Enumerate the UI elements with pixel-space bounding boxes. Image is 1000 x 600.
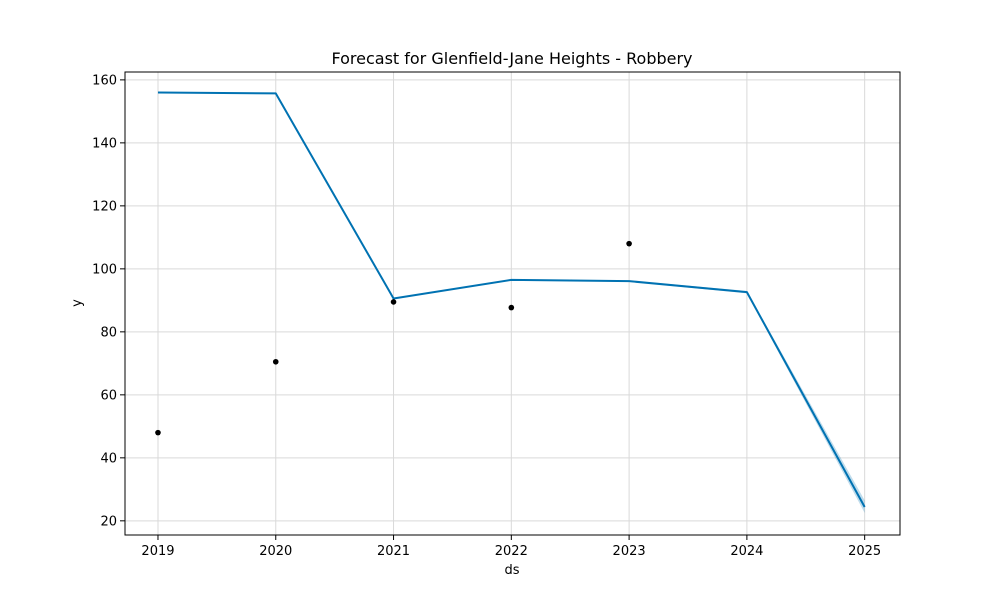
y-tick-label: 60	[100, 388, 117, 403]
x-axis: 2019 2020 2021 2022 2023 2024 2025	[141, 535, 881, 559]
y-axis-label: y	[70, 299, 85, 307]
x-tick-label: 2022	[495, 544, 528, 559]
y-tick-label: 100	[92, 262, 117, 277]
x-tick-label: 2021	[377, 544, 410, 559]
x-axis-label: ds	[504, 563, 519, 578]
y-tick-label: 120	[92, 199, 117, 214]
y-tick-label: 40	[100, 451, 117, 466]
plot-frame	[124, 71, 901, 536]
observation-point	[390, 299, 397, 305]
observation-point	[155, 429, 161, 436]
y-tick-label: 80	[100, 325, 117, 340]
observation-point	[508, 304, 515, 311]
observation-points-layer	[155, 240, 632, 436]
x-tick-label: 2024	[730, 544, 763, 559]
y-axis: 20 40 60 80 100 120 140 160	[92, 73, 125, 529]
forecast-line-layer	[157, 91, 866, 508]
x-tick-label: 2023	[613, 544, 646, 559]
y-tick-label: 20	[100, 514, 117, 529]
x-tick-label: 2019	[141, 544, 174, 559]
chart-title: Forecast for Glenfield-Jane Heights - Ro…	[331, 49, 692, 68]
forecast-line	[157, 91, 866, 508]
observation-point	[626, 240, 632, 247]
y-tick-label: 160	[92, 73, 117, 88]
observation-point	[272, 358, 279, 365]
x-tick-label: 2020	[259, 544, 292, 559]
y-tick-label: 140	[92, 136, 117, 151]
x-tick-label: 2025	[848, 544, 881, 559]
grid	[125, 72, 900, 535]
